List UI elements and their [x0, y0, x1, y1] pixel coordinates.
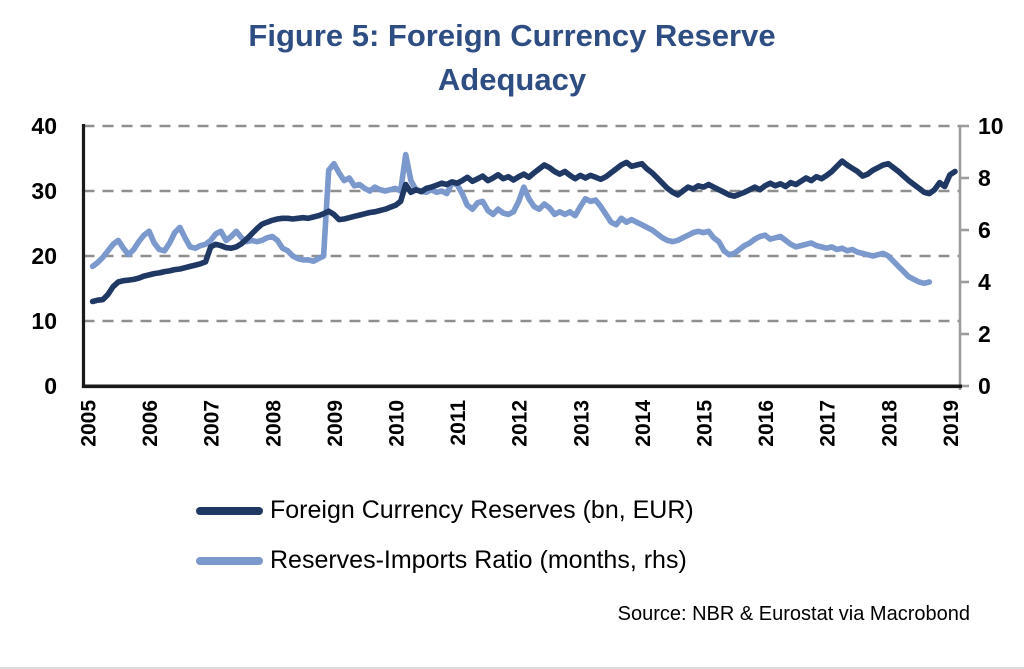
legend-swatch-ratio [196, 556, 263, 565]
series-line-right [89, 151, 933, 287]
legend-label-ratio: Reserves-Imports Ratio (months, rhs) [270, 546, 687, 574]
x-axis-label: 2016 [755, 400, 778, 447]
x-axis-label: 2015 [694, 400, 717, 447]
source-note: Source: NBR & Eurostat via Macrobond [617, 603, 970, 625]
x-axis-label: 2006 [139, 400, 162, 447]
x-axis-label: 2010 [386, 400, 409, 447]
x-axis-label: 2008 [262, 400, 285, 447]
left-axis-label: 0 [44, 373, 57, 399]
legend-item-reserves: Foreign Currency Reserves (bn, EUR) [196, 496, 694, 525]
left-axis-label: 30 [31, 178, 57, 204]
bottom-divider [0, 667, 1024, 669]
right-axis-label: 8 [978, 165, 991, 191]
left-axis-label: 10 [31, 308, 57, 334]
x-axis-label: 2009 [324, 400, 347, 447]
figure-title-line2: Adequacy [437, 62, 587, 98]
right-axis-label: 2 [978, 321, 991, 347]
x-axis-label: 2013 [570, 400, 593, 447]
series-line-left [89, 158, 958, 305]
x-axis-label: 2007 [201, 400, 224, 447]
x-axis-label: 2005 [78, 400, 101, 447]
legend-label-reserves: Foreign Currency Reserves (bn, EUR) [270, 496, 694, 524]
legend-swatch-reserves [196, 506, 263, 515]
figure-title-line1: Figure 5: Foreign Currency Reserve [248, 18, 776, 53]
left-axis-label: 20 [31, 243, 57, 269]
x-axis-label: 2012 [509, 400, 532, 447]
chart-legend: Foreign Currency Reserves (bn, EUR) Rese… [196, 496, 694, 575]
x-axis-label: 2017 [817, 400, 840, 447]
right-axis-label: 6 [978, 217, 991, 243]
x-axis-label: 2011 [447, 400, 470, 446]
figure-title: Figure 5: Foreign Currency Reserve Adequ… [182, 14, 842, 102]
x-axis-label: 2018 [878, 400, 901, 447]
x-axis-label: 2014 [632, 400, 655, 447]
right-axis-label: 10 [978, 113, 1004, 139]
x-axis-label: 2019 [940, 400, 963, 447]
left-axis-label: 40 [31, 113, 57, 139]
right-axis-label: 0 [978, 373, 991, 399]
right-axis-label: 4 [978, 269, 991, 295]
legend-item-ratio: Reserves-Imports Ratio (months, rhs) [196, 546, 694, 575]
line-chart-canvas: 0 10 20 30 40 0 2 4 6 8 10 2005 2006 2007 2008 2009 2010… [31, 113, 1004, 447]
